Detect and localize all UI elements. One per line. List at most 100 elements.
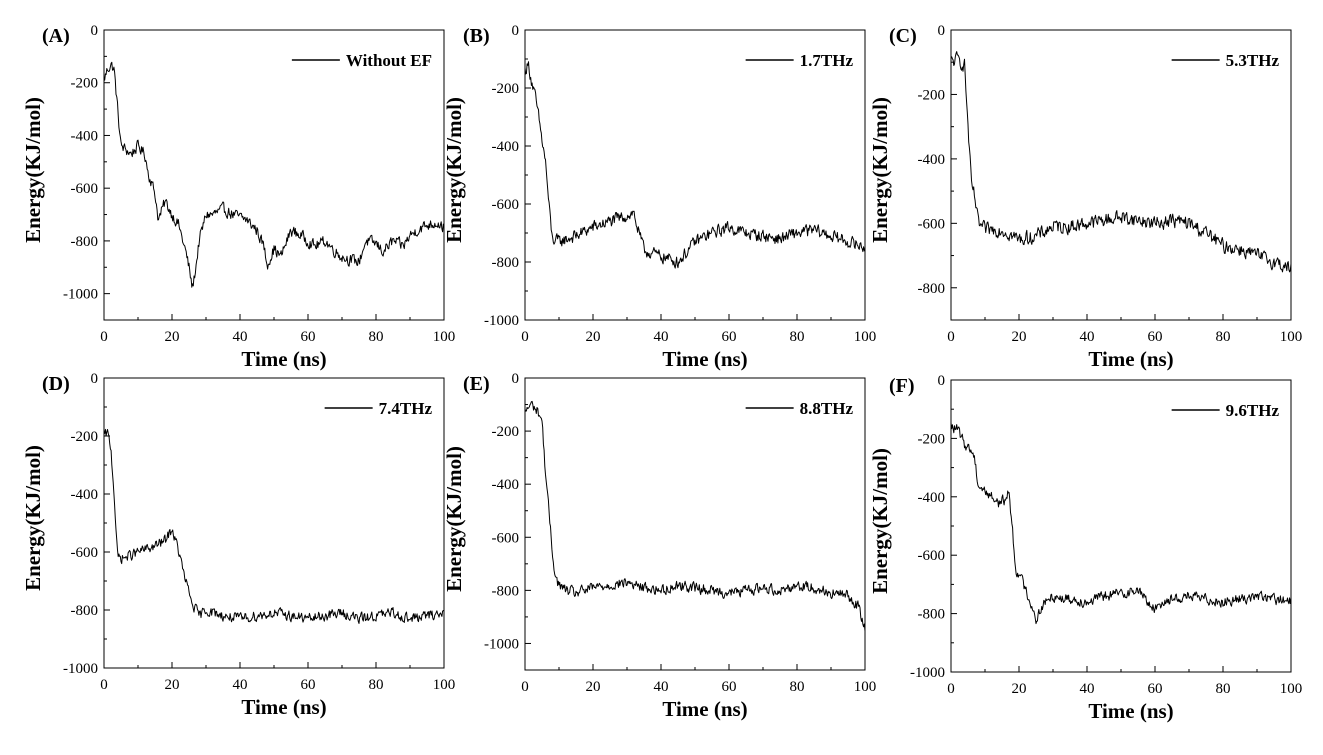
x-tick-label: 60 (1148, 329, 1163, 345)
y-tick-label: -600 (71, 181, 99, 197)
y-tick-label: -200 (492, 424, 520, 440)
series-line (524, 400, 866, 632)
y-tick-label: -200 (71, 429, 99, 445)
x-tick-label: 80 (790, 329, 805, 345)
x-tick-label: 100 (1280, 329, 1303, 345)
x-tick-label: 60 (722, 679, 737, 695)
x-tick-label: 100 (1280, 681, 1303, 697)
y-tick-label: -400 (918, 490, 946, 506)
y-axis-title: Energy(KJ/mol) (868, 97, 892, 243)
x-tick-label: 40 (233, 329, 248, 345)
x-axis-title: Time (ns) (241, 695, 326, 719)
x-tick-label: 0 (947, 329, 955, 345)
y-tick-label: -800 (71, 234, 99, 250)
x-tick-label: 20 (586, 329, 601, 345)
y-tick-label: -600 (492, 530, 520, 546)
y-tick-label: -800 (918, 607, 946, 623)
x-tick-label: 100 (854, 329, 877, 345)
x-tick-label: 20 (165, 329, 180, 345)
x-tick-label: 40 (1080, 681, 1095, 697)
y-tick-label: -400 (492, 139, 520, 155)
x-tick-label: 100 (433, 329, 456, 345)
series-line (524, 61, 866, 269)
x-tick-label: 80 (369, 677, 384, 693)
plot-frame (524, 377, 866, 671)
x-tick-label: 20 (1012, 681, 1027, 697)
x-tick-label: 100 (854, 679, 877, 695)
panel-3: 0 20 40 60 80 100 0 -200 -400 -600 -800 Time (ns) En… (868, 23, 1302, 371)
x-tick-label: 40 (233, 677, 248, 693)
y-tick-label: -800 (918, 281, 946, 297)
x-axis-title: Time (ns) (662, 347, 747, 371)
legend-label: 9.6THz (1226, 401, 1280, 420)
panel-label: (F) (889, 375, 915, 397)
panel-2: 0 20 40 60 80 100 0 -200 -400 -600 -800 -1000 Time (… (442, 23, 876, 371)
panel-label: (A) (42, 25, 70, 47)
y-tick-label: -200 (71, 76, 99, 92)
y-tick-label: 0 (512, 23, 520, 39)
panel-1: 0 20 40 60 80 100 0 -200 -400 -600 -800 -1000 Time (… (21, 23, 455, 371)
x-tick-label: 60 (301, 329, 316, 345)
y-tick-label: -200 (918, 431, 946, 447)
legend-label: 1.7THz (800, 51, 854, 70)
y-tick-label: -1000 (63, 661, 98, 677)
y-tick-label: 0 (91, 23, 99, 39)
panel-5: 0 20 40 60 80 100 0 -200 -400 -600 -800 -1000 Time (… (442, 371, 876, 721)
x-tick-label: 0 (521, 679, 529, 695)
y-tick-label: 0 (91, 371, 99, 387)
panel-label: (B) (463, 25, 490, 47)
x-axis-title: Time (ns) (1088, 347, 1173, 371)
x-tick-label: 80 (790, 679, 805, 695)
y-tick-label: -600 (492, 197, 520, 213)
x-tick-label: 0 (947, 681, 955, 697)
plot-frame (103, 29, 445, 321)
x-tick-label: 20 (1012, 329, 1027, 345)
x-tick-label: 80 (369, 329, 384, 345)
y-tick-label: -1000 (484, 636, 519, 652)
legend-label: Without EF (346, 51, 432, 70)
y-tick-label: -200 (918, 87, 946, 103)
y-tick-label: -800 (492, 583, 520, 599)
series-line (950, 51, 1292, 273)
y-tick-label: -800 (71, 603, 99, 619)
y-tick-label: -400 (492, 477, 520, 493)
y-tick-label: -400 (71, 487, 99, 503)
y-tick-label: -400 (71, 128, 99, 144)
plot-frame (950, 29, 1292, 321)
x-axis-title: Time (ns) (662, 697, 747, 721)
x-tick-label: 40 (1080, 329, 1095, 345)
x-tick-label: 100 (433, 677, 456, 693)
y-axis-title: Energy(KJ/mol) (21, 97, 45, 243)
series-line (950, 422, 1292, 625)
plot-frame (524, 29, 866, 321)
y-axis-title: Energy(KJ/mol) (442, 97, 466, 243)
x-tick-label: 40 (654, 679, 669, 695)
x-tick-label: 40 (654, 329, 669, 345)
plot-frame (950, 379, 1292, 673)
x-tick-label: 0 (521, 329, 529, 345)
x-tick-label: 20 (165, 677, 180, 693)
x-tick-label: 60 (722, 329, 737, 345)
y-axis-title: Energy(KJ/mol) (442, 446, 466, 592)
legend-label: 5.3THz (1226, 51, 1280, 70)
panel-6: 0 20 40 60 80 100 0 -200 -400 -600 -800 -1000 Time (… (868, 373, 1302, 723)
x-tick-label: 80 (1216, 329, 1231, 345)
panel-label: (C) (889, 25, 917, 47)
y-tick-label: -1000 (484, 313, 519, 329)
x-axis-title: Time (ns) (241, 347, 326, 371)
y-tick-label: -600 (918, 548, 946, 564)
y-tick-label: -400 (918, 152, 946, 168)
y-tick-label: 0 (938, 373, 946, 389)
x-axis-title: Time (ns) (1088, 699, 1173, 723)
panel-label: (E) (463, 373, 490, 395)
y-tick-label: 0 (938, 23, 946, 39)
series-line (103, 428, 445, 624)
y-tick-label: -200 (492, 81, 520, 97)
x-tick-label: 0 (100, 329, 108, 345)
y-axis-title: Energy(KJ/mol) (868, 448, 892, 594)
x-tick-label: 80 (1216, 681, 1231, 697)
x-tick-label: 20 (586, 679, 601, 695)
y-tick-label: -1000 (910, 665, 945, 681)
series-line (103, 61, 445, 288)
